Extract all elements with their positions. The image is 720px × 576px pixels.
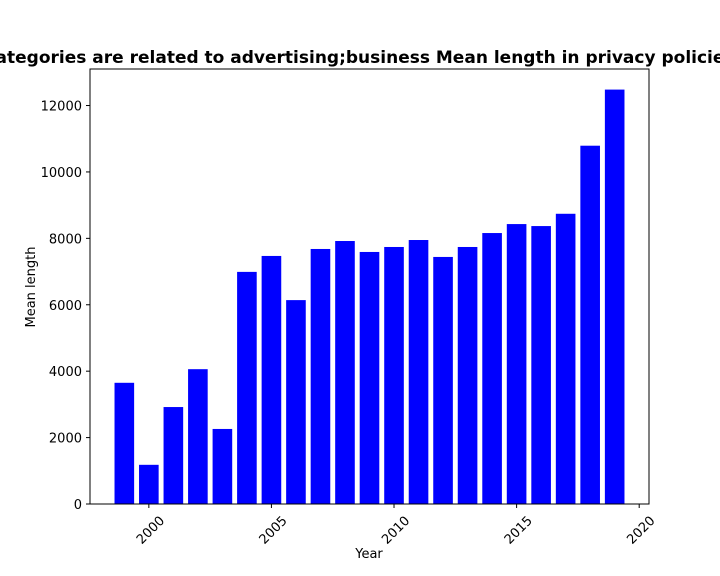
y-tick-label: 8000 <box>49 232 82 247</box>
bar-2006 <box>286 300 306 504</box>
bar-2018 <box>580 145 600 504</box>
bar-2001 <box>163 407 184 504</box>
x-tick-label: 2015 <box>502 514 536 548</box>
bar-2000 <box>139 464 159 504</box>
bar-2013 <box>457 246 478 504</box>
y-axis-label: Mean length <box>24 247 39 328</box>
bar-2016 <box>531 226 551 504</box>
bar-2014 <box>482 233 502 505</box>
y-tick-label: 4000 <box>49 365 82 380</box>
bar-2010 <box>384 246 404 504</box>
bar-2012 <box>433 256 453 504</box>
bar-2008 <box>335 241 355 504</box>
bars-group <box>114 89 625 505</box>
y-tick-label: 10000 <box>41 166 82 181</box>
x-tick-label: 2010 <box>379 514 413 548</box>
bar-2002 <box>188 369 208 504</box>
x-axis-ticks: 2000 2005 2010 2015 2020 <box>134 504 658 548</box>
bar-1999 <box>114 382 135 504</box>
chart-title: categories are related to advertising;bu… <box>0 48 720 68</box>
bar-2019 <box>604 89 625 505</box>
x-tick-label: 2020 <box>624 514 658 548</box>
x-axis-label: Year <box>354 547 383 562</box>
x-tick-label: 2005 <box>257 514 291 548</box>
y-tick-label: 6000 <box>49 299 82 314</box>
x-tick-label: 2000 <box>134 514 168 548</box>
y-tick-label: 12000 <box>41 100 82 115</box>
bar-2011 <box>408 240 429 504</box>
bar-2015 <box>506 224 527 505</box>
bar-2017 <box>555 213 576 504</box>
bar-2007 <box>310 248 331 504</box>
bar-2004 <box>237 271 257 504</box>
y-tick-label: 2000 <box>49 432 82 447</box>
y-tick-label: 0 <box>74 498 82 513</box>
bar-2005 <box>261 255 282 504</box>
bar-2009 <box>359 251 380 504</box>
plot-frame <box>89 68 650 505</box>
bar-2003 <box>212 428 233 504</box>
y-axis-ticks: 0 2000 4000 6000 8000 10000 12000 <box>41 100 90 513</box>
